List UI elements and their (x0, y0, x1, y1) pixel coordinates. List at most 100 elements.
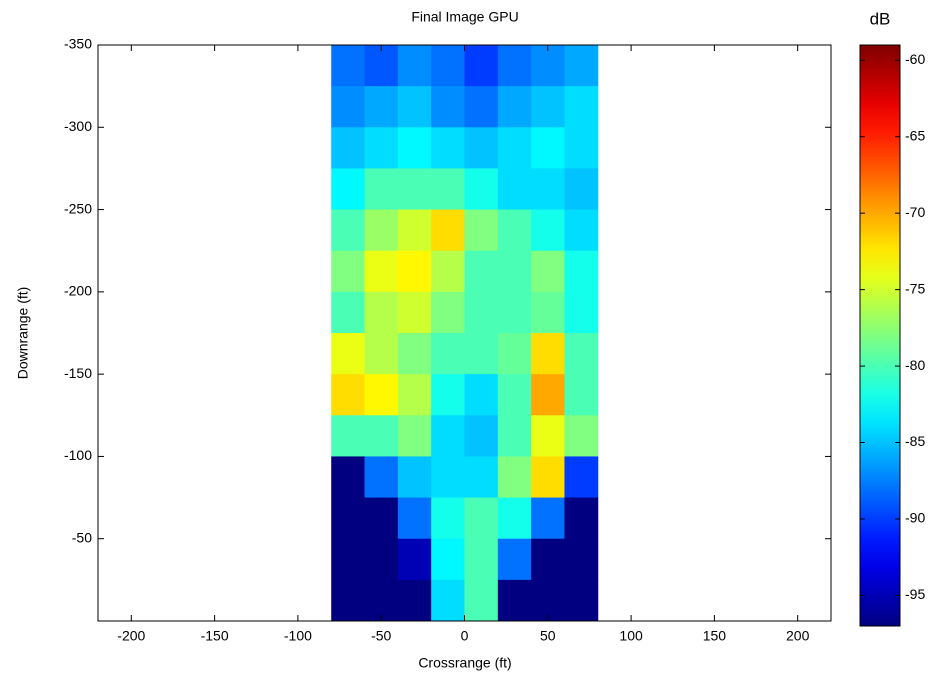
heat-cell (564, 456, 599, 499)
colorbar-tick-label: -60 (905, 51, 925, 67)
heat-cell (431, 579, 465, 622)
heat-cell (497, 374, 532, 416)
heat-cell (397, 250, 432, 293)
heat-cell (364, 538, 399, 581)
heat-cell (331, 456, 366, 499)
x-tick-label: -200 (117, 628, 145, 644)
heat-cell (564, 415, 599, 457)
heat-cell (364, 168, 399, 211)
heat-cell (497, 250, 532, 293)
heat-cell (464, 291, 499, 334)
heat-cell (431, 497, 465, 540)
x-tick-label: 50 (540, 628, 556, 644)
heat-cell (531, 86, 565, 128)
heat-cell (364, 374, 399, 416)
heat-cell (497, 45, 532, 87)
heat-cell (464, 86, 499, 128)
heat-cell (397, 374, 432, 416)
x-tick-label: -150 (201, 628, 229, 644)
heat-cell (331, 209, 366, 252)
heat-cell (331, 333, 366, 375)
heat-cell (364, 209, 399, 252)
heat-cell (331, 374, 366, 416)
heat-cell (531, 456, 565, 499)
heat-cell (364, 291, 399, 334)
heat-cell (331, 86, 366, 128)
heat-cell (431, 45, 465, 87)
heat-cell (397, 579, 432, 622)
heat-cell (431, 538, 465, 581)
heat-cell (531, 168, 565, 211)
y-tick-label: -250 (64, 200, 92, 216)
heat-cell (531, 415, 565, 457)
x-axis-label: Crossrange (ft) (418, 655, 511, 671)
x-tick-label: -50 (371, 628, 391, 644)
heat-cell (497, 127, 532, 169)
x-tick-label: 100 (619, 628, 643, 644)
heat-cell (564, 374, 599, 416)
heat-cell (397, 127, 432, 169)
heat-cell (331, 168, 366, 211)
heat-cell (431, 168, 465, 211)
heat-cell (464, 456, 499, 499)
y-tick-label: -150 (64, 365, 92, 381)
heat-cell (464, 497, 499, 540)
heat-cell (431, 291, 465, 334)
heat-cell (431, 415, 465, 457)
heat-cell (364, 497, 399, 540)
heat-cell (364, 86, 399, 128)
heat-cell (564, 497, 599, 540)
heat-cell (331, 45, 366, 87)
heat-cell (364, 45, 399, 87)
heat-cell (397, 497, 432, 540)
heat-cell (431, 333, 465, 375)
colorbar-tick-label: -90 (905, 510, 925, 526)
heat-cell (531, 579, 565, 622)
heat-cell (531, 127, 565, 169)
colorbar-tick-label: -85 (905, 433, 925, 449)
heat-cell (464, 579, 499, 622)
heat-cell (431, 456, 465, 499)
heat-cell (564, 538, 599, 581)
heat-cell (497, 497, 532, 540)
colorbar-tick-label: -70 (905, 204, 925, 220)
heat-cell (464, 250, 499, 293)
heat-cell (397, 86, 432, 128)
heat-cell (364, 415, 399, 457)
heat-cell (497, 333, 532, 375)
heat-cell (564, 168, 599, 211)
heat-cell (564, 45, 599, 87)
heat-cell (331, 538, 366, 581)
colorbar-tick-label: -65 (905, 127, 925, 143)
y-axis-label: Downrange (ft) (15, 287, 31, 380)
heat-cell (364, 127, 399, 169)
heat-cell (497, 291, 532, 334)
colorbar-tick-label: -75 (905, 280, 925, 296)
heat-cell (531, 333, 565, 375)
heat-cell (431, 127, 465, 169)
heat-cell (531, 250, 565, 293)
heat-cell (331, 415, 366, 457)
heat-cell (331, 127, 366, 169)
heat-cell (464, 209, 499, 252)
heat-cell (564, 250, 599, 293)
heat-cell (397, 45, 432, 87)
heat-cell (364, 250, 399, 293)
heat-cell (531, 209, 565, 252)
colorbar (859, 44, 901, 627)
heat-cell (331, 291, 366, 334)
heat-cell (497, 168, 532, 211)
heat-cell (331, 497, 366, 540)
heat-cell (531, 374, 565, 416)
heat-cell (564, 86, 599, 128)
heat-cell (564, 127, 599, 169)
heat-cell (464, 168, 499, 211)
y-tick-label: -200 (64, 283, 92, 299)
y-tick-label: -100 (64, 447, 92, 463)
heat-cell (497, 538, 532, 581)
heat-cell (431, 250, 465, 293)
heat-cell (497, 209, 532, 252)
heat-cell (497, 415, 532, 457)
heat-cell (397, 415, 432, 457)
heat-cell (397, 168, 432, 211)
